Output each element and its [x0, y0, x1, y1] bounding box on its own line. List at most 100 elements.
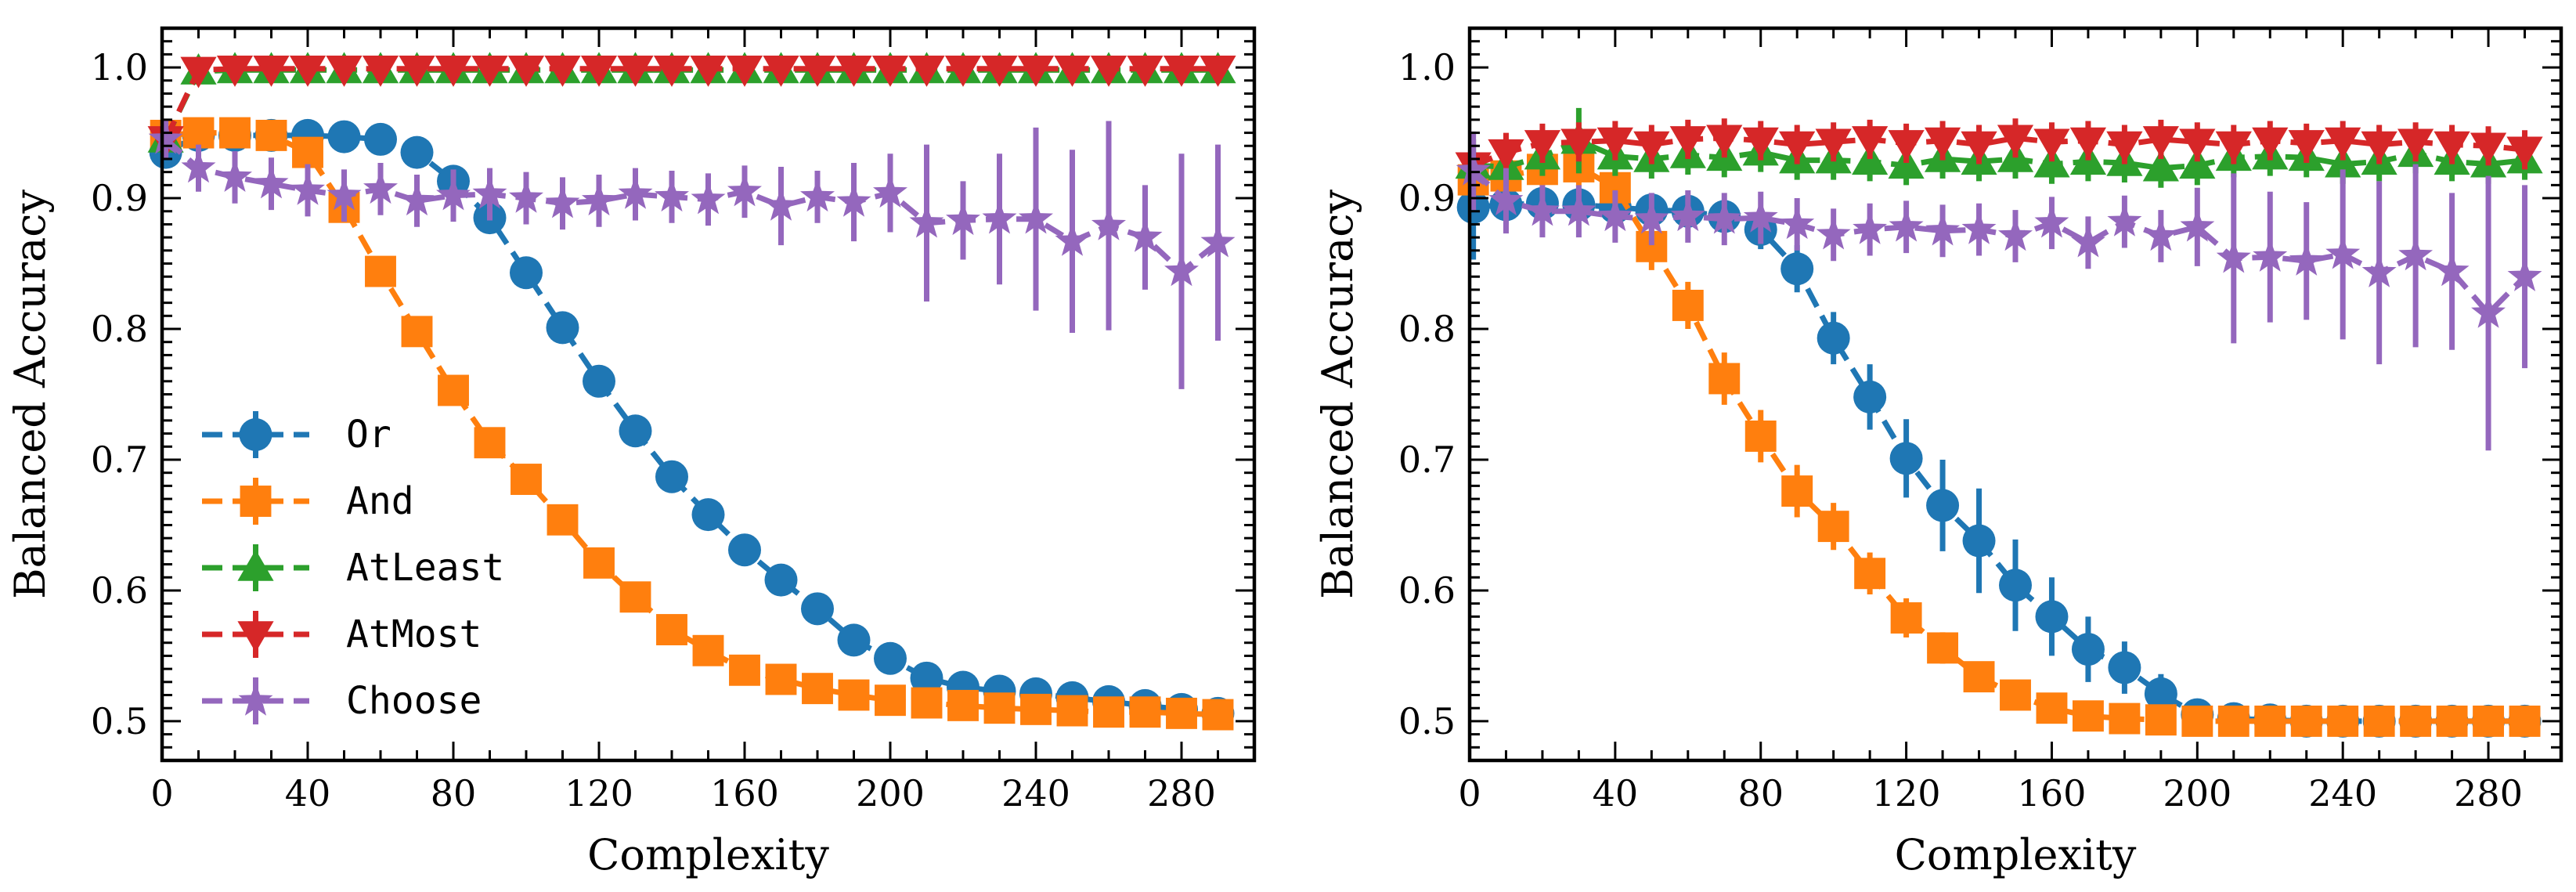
data-point: [401, 316, 433, 348]
legend-label: Or: [346, 413, 391, 457]
y-tick-label: 1.0: [91, 46, 148, 88]
data-point: [873, 175, 907, 208]
data-point: [656, 614, 687, 645]
data-point: [2473, 705, 2505, 737]
legend-marker: [238, 682, 273, 716]
y-axis-label: Balanced Accuracy: [5, 189, 55, 599]
data-point: [1816, 216, 1851, 250]
x-tick-label: 160: [710, 772, 779, 814]
data-point: [1780, 252, 1814, 286]
data-point: [2144, 677, 2177, 710]
x-tick-label: 80: [1737, 772, 1784, 814]
x-tick-label: 120: [565, 772, 633, 814]
data-point: [2179, 128, 2216, 161]
data-point: [1560, 128, 1597, 161]
data-point: [507, 55, 545, 87]
data-point: [690, 55, 727, 87]
data-point: [1889, 442, 1923, 475]
data-point: [1020, 693, 1052, 725]
data-point: [655, 179, 689, 212]
data-point: [1525, 193, 1560, 226]
y-tick-label: 0.5: [1398, 700, 1456, 742]
series-choose: [1456, 131, 2542, 451]
data-point: [1743, 200, 1778, 233]
x-tick-label: 280: [2454, 772, 2523, 814]
data-point: [836, 184, 871, 217]
data-point: [1817, 511, 1849, 543]
data-point: [835, 55, 872, 87]
data-point: [509, 180, 543, 213]
y-tick-label: 0.5: [91, 700, 148, 742]
data-point: [583, 547, 615, 579]
data-point: [216, 55, 254, 87]
data-point: [148, 121, 183, 154]
data-point: [944, 55, 982, 87]
data-point: [1019, 200, 1053, 234]
data-point: [2506, 136, 2543, 168]
data-point: [2180, 208, 2215, 242]
data-point: [1127, 219, 1163, 252]
data-point: [253, 55, 290, 87]
data-point: [1997, 125, 2034, 157]
data-point: [2361, 131, 2397, 163]
legend-item-and: And: [202, 478, 414, 525]
data-point: [2289, 243, 2324, 276]
data-point: [875, 684, 906, 717]
data-point: [1742, 127, 1779, 159]
x-tick-label: 160: [2018, 772, 2087, 814]
data-point: [729, 654, 760, 686]
data-point: [2327, 705, 2359, 737]
x-tick-label: 120: [1872, 772, 1941, 814]
data-point: [982, 200, 1017, 234]
data-point: [436, 177, 471, 211]
x-axis-label: Complexity: [587, 830, 829, 879]
data-point: [910, 661, 943, 695]
data-point: [2363, 705, 2395, 737]
data-point: [2288, 130, 2325, 162]
legend-item-atmost: AtMost: [202, 611, 482, 658]
data-point: [1091, 208, 1126, 240]
y-tick-label: 0.8: [1398, 308, 1456, 350]
series-line: [165, 130, 1218, 718]
x-tick-label: 0: [150, 772, 173, 814]
data-point: [2253, 239, 2288, 272]
series-line: [1473, 164, 2525, 724]
data-point: [1926, 489, 1960, 522]
data-point: [2035, 600, 2069, 634]
data-point: [2215, 131, 2252, 163]
data-point: [1456, 152, 1491, 186]
data-point: [1056, 695, 1088, 727]
data-point: [619, 414, 652, 448]
data-point: [874, 641, 907, 675]
legend-label: AtLeast: [346, 546, 504, 590]
data-point: [2071, 224, 2105, 258]
data-point: [1998, 218, 2033, 251]
data-point: [1888, 130, 1925, 162]
data-point: [764, 563, 798, 597]
data-point: [2252, 127, 2289, 159]
data-point: [2069, 127, 2107, 159]
y-tick-label: 0.6: [1398, 569, 1456, 612]
data-point: [2034, 204, 2069, 238]
x-axis-label: Complexity: [1895, 830, 2137, 879]
data-point: [1524, 130, 1561, 162]
legend-label: Choose: [346, 679, 482, 723]
data-point: [2325, 146, 2361, 178]
data-point: [653, 55, 691, 87]
data-point: [1961, 211, 1997, 244]
data-point: [547, 504, 579, 536]
data-point: [1853, 380, 1887, 413]
x-tick-label: 280: [1147, 772, 1216, 814]
data-point: [471, 55, 508, 87]
legend: Or And AtLeast AtMost Choose: [202, 411, 504, 724]
data-point: [691, 181, 726, 215]
data-point: [2109, 702, 2141, 735]
left-chart: 0 40 80 120 160 200 240 280 0.5 0.6 0.7 0.8 0.9 1.0 Co…: [5, 26, 1257, 879]
data-point: [765, 663, 797, 695]
data-point: [837, 623, 871, 657]
data-point: [800, 179, 835, 212]
data-point: [2143, 218, 2178, 251]
data-point: [2325, 236, 2361, 269]
legend-item-atleast: AtLeast: [202, 544, 504, 591]
